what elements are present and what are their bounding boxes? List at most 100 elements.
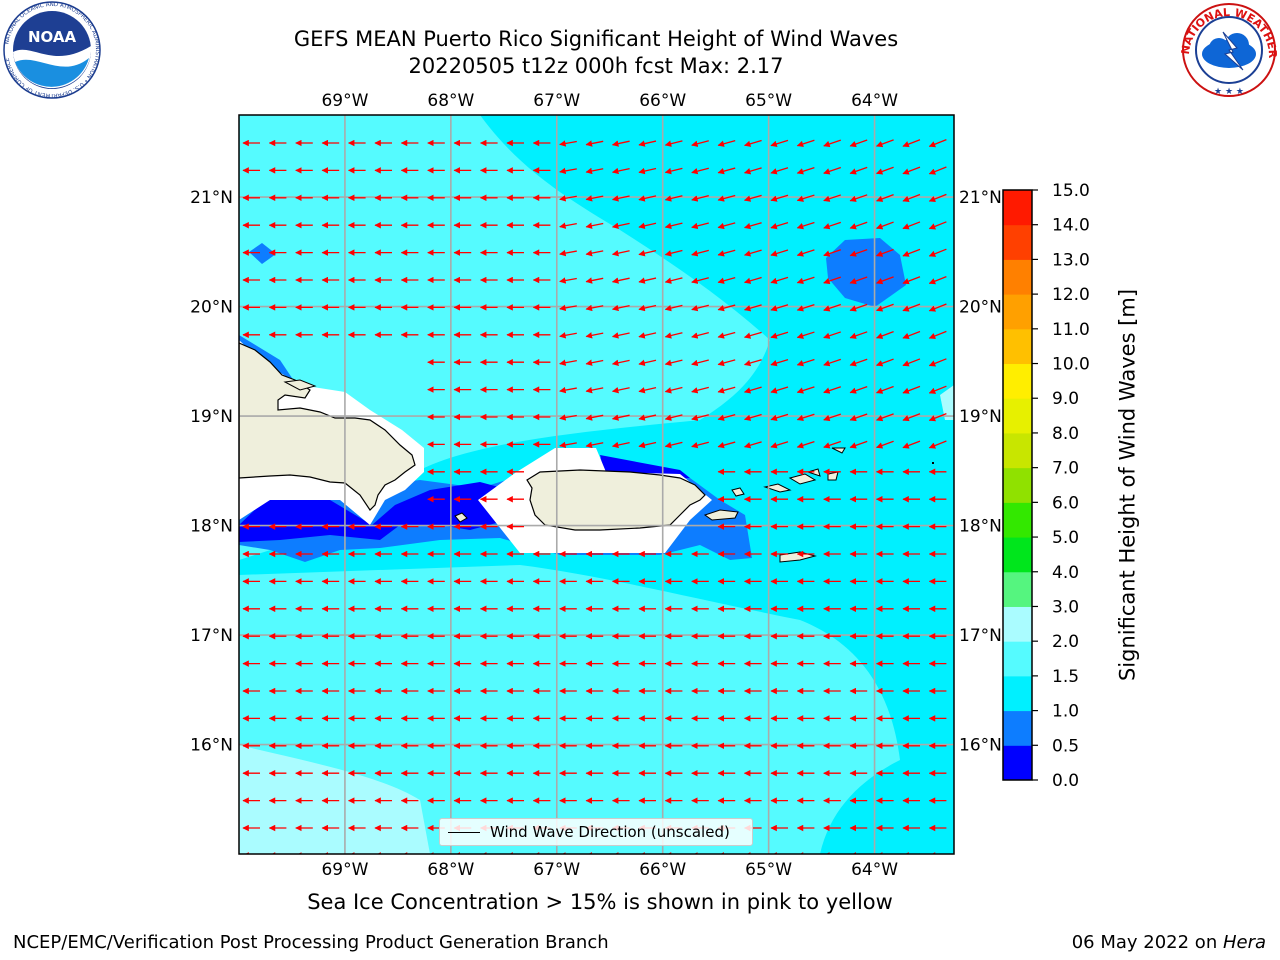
wave-direction-arrow [638,414,657,421]
wave-direction-arrow [664,386,683,394]
wave-direction-arrow [691,140,709,147]
wave-band-2-3 [239,745,430,854]
colorbar-tick-label: 12.0 [1052,285,1090,305]
wave-direction-arrow [902,139,921,148]
wave-direction-arrow [796,194,815,202]
wave-direction-arrow [664,332,683,339]
wave-direction-arrow [585,222,604,229]
wave-direction-arrow [823,194,842,202]
wave-direction-arrow [875,385,894,394]
wave-direction-arrow [902,248,921,257]
lon-tick-label-bottom: 64°W [851,860,898,880]
wave-direction-arrow [770,358,789,367]
wave-direction-arrow [638,222,657,230]
colorbar-tick-label: 0.5 [1052,736,1079,756]
lat-tick-label-right: 21°N [959,188,1002,208]
wave-direction-arrow [823,413,842,422]
lon-tick-labels-bottom: 69°W 68°W 67°W 66°W 65°W 64°W [321,860,898,880]
land-vieques [703,509,739,521]
colorbar-tick-label: 2.0 [1052,632,1079,652]
wave-direction-arrow [743,441,762,449]
wave-direction-arrow [585,332,604,339]
wave-direction-arrow [638,277,657,284]
lon-tick-label-bottom: 65°W [745,860,792,880]
wave-direction-arrow [611,387,630,394]
lat-tick-label-right: 19°N [959,407,1002,427]
wave-direction-arrow [611,250,630,257]
sea-ice-note: Sea Ice Concentration > 15% is shown in … [307,890,893,914]
wave-direction-arrow [928,193,947,203]
title-line-1: GEFS MEAN Puerto Rico Significant Height… [293,27,899,51]
colorbar-tick-label: 10.0 [1052,355,1090,375]
footer-branch: NCEP/EMC/Verification Post Processing Pr… [13,932,609,953]
wave-direction-arrow [770,167,789,175]
land-puerto-rico [526,469,706,531]
colorbar-segment [1003,675,1032,712]
wave-direction-arrow [823,166,842,175]
wave-direction-arrow [559,332,577,339]
wave-direction-arrow [559,195,577,202]
wave-direction-arrow [691,414,709,421]
wave-direction-arrow [875,440,894,449]
wave-direction-arrow [664,167,683,175]
wave-direction-arrow [743,276,762,284]
wave-direction-arrow [849,221,868,230]
wave-direction-arrow [664,277,683,284]
wave-direction-arrow [849,303,868,312]
wave-direction-arrow [849,331,868,339]
wave-direction-arrow [585,441,604,449]
wave-direction-arrow [559,441,577,449]
colorbar-segment [1003,502,1032,538]
lon-tick-label-bottom: 67°W [533,860,580,880]
wave-direction-arrow [559,277,577,284]
colorbar-tick-labels: 15.0 14.0 13.0 12.0 11.0 10.0 9.0 8.0 7.0 6.0 5.0 4… [1032,181,1090,791]
wave-direction-arrow [902,413,921,422]
land-tortola-small [932,462,934,464]
wave-direction-arrow [585,277,604,284]
wave-direction-arrow [823,331,842,339]
wave-direction-arrow [823,221,842,230]
wave-direction-arrow [691,386,709,394]
colorbar-tick-label: 9.0 [1052,389,1079,409]
wave-direction-arrow [585,359,604,366]
lon-tick-label-bottom: 69°W [321,860,368,880]
wave-direction-arrow [902,221,921,230]
wave-direction-arrow [664,304,683,312]
colorbar-tick-label: 1.5 [1052,667,1079,687]
lat-tick-label-left: 18°N [190,517,233,537]
wave-direction-arrow [717,331,736,339]
wave-direction-arrow [717,222,736,230]
wave-direction-arrow [875,358,894,367]
wave-direction-arrow [823,386,842,394]
wave-direction-arrow [770,249,789,257]
wave-direction-arrow [691,441,709,449]
lat-tick-label-left: 21°N [190,188,233,208]
colorbar-segment [1003,432,1032,469]
wave-direction-arrow [796,139,815,148]
wave-direction-arrow [717,386,736,394]
wave-direction-arrow [664,249,683,257]
wave-direction-arrow [585,195,604,202]
wave-direction-arrow [875,276,894,285]
wave-direction-arrow [823,358,842,367]
wave-direction-arrow [928,139,947,148]
noaa-logo: NOAA NATIONAL OCEANIC AND ATMOSPHERIC AD… [3,1,101,99]
colorbar-label: Significant Height of Wind Waves [m] [1100,190,1156,780]
colorbar-segment [1003,710,1032,746]
colorbar-tick-label: 11.0 [1052,320,1090,340]
colorbar-tick-label: 8.0 [1052,424,1079,444]
wave-direction-arrow [770,276,789,284]
wave-direction-arrow [691,249,709,257]
lat-tick-label-right: 16°N [959,736,1002,756]
lon-tick-label-top: 67°W [533,91,580,111]
wave-direction-arrow [849,139,868,148]
wave-direction-arrow [611,167,630,175]
wave-direction-arrow [717,140,736,147]
wave-direction-arrow [849,440,868,449]
wave-direction-arrow [585,249,604,257]
wave-direction-arrow [928,248,947,257]
footer-date: 06 May 2022 on Hera [1072,932,1266,953]
wave-direction-arrow [559,140,577,147]
wave-direction-arrow [664,222,683,230]
wave-direction-arrow [664,140,683,147]
